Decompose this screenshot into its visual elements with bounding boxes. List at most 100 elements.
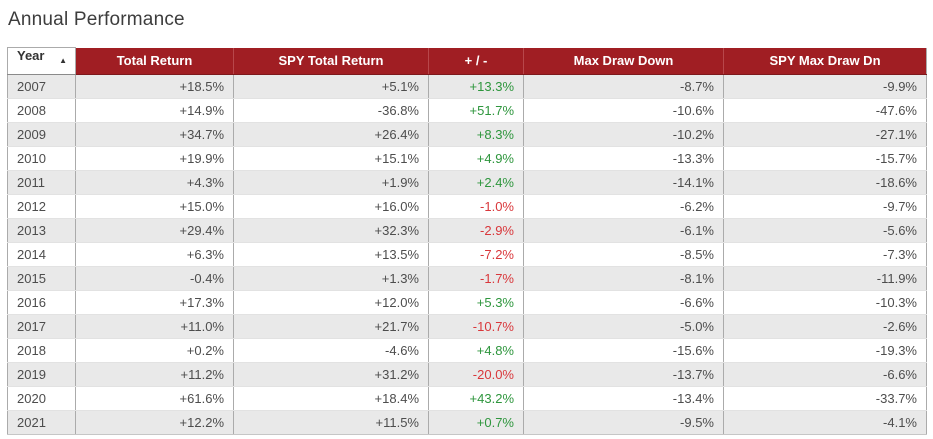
spy-max-draw-dn-cell: -4.1% xyxy=(723,410,927,435)
year-cell: 2016 xyxy=(7,290,76,315)
year-cell: 2018 xyxy=(7,338,76,363)
sort-ascending-icon: ▲ xyxy=(59,56,67,65)
spy-total-return-cell: +11.5% xyxy=(233,410,429,435)
max-draw-down-cell: -13.4% xyxy=(523,386,724,411)
column-header-year[interactable]: Year ▲ xyxy=(7,47,76,75)
plus-minus-cell: +43.2% xyxy=(428,386,524,411)
table-row: 2008 +14.9% -36.8% +51.7% -10.6% -47.6% xyxy=(7,98,927,123)
table-row: 2019 +11.2% +31.2% -20.0% -13.7% -6.6% xyxy=(7,362,927,387)
total-return-cell: +17.3% xyxy=(75,290,234,315)
spy-total-return-cell: +18.4% xyxy=(233,386,429,411)
table-row: 2007 +18.5% +5.1% +13.3% -8.7% -9.9% xyxy=(7,74,927,99)
year-cell: 2012 xyxy=(7,194,76,219)
plus-minus-cell: +0.7% xyxy=(428,410,524,435)
spy-max-draw-dn-cell: -9.7% xyxy=(723,194,927,219)
total-return-cell: +34.7% xyxy=(75,122,234,147)
plus-minus-cell: -7.2% xyxy=(428,242,524,267)
year-cell: 2014 xyxy=(7,242,76,267)
spy-max-draw-dn-cell: -5.6% xyxy=(723,218,927,243)
total-return-cell: +4.3% xyxy=(75,170,234,195)
column-header-spy-total-return[interactable]: SPY Total Return xyxy=(233,47,429,75)
spy-total-return-cell: +5.1% xyxy=(233,74,429,99)
year-cell: 2010 xyxy=(7,146,76,171)
table-row: 2009 +34.7% +26.4% +8.3% -10.2% -27.1% xyxy=(7,122,927,147)
spy-total-return-cell: +31.2% xyxy=(233,362,429,387)
spy-total-return-cell: -36.8% xyxy=(233,98,429,123)
column-header-plus-minus[interactable]: + / - xyxy=(428,47,524,75)
plus-minus-cell: -1.7% xyxy=(428,266,524,291)
spy-max-draw-dn-cell: -6.6% xyxy=(723,362,927,387)
total-return-cell: +61.6% xyxy=(75,386,234,411)
year-cell: 2013 xyxy=(7,218,76,243)
plus-minus-cell: +8.3% xyxy=(428,122,524,147)
table-row: 2014 +6.3% +13.5% -7.2% -8.5% -7.3% xyxy=(7,242,927,267)
plus-minus-cell: +4.9% xyxy=(428,146,524,171)
table-row: 2013 +29.4% +32.3% -2.9% -6.1% -5.6% xyxy=(7,218,927,243)
table-row: 2011 +4.3% +1.9% +2.4% -14.1% -18.6% xyxy=(7,170,927,195)
spy-max-draw-dn-cell: -19.3% xyxy=(723,338,927,363)
total-return-cell: +12.2% xyxy=(75,410,234,435)
total-return-cell: +6.3% xyxy=(75,242,234,267)
max-draw-down-cell: -9.5% xyxy=(523,410,724,435)
table-row: 2018 +0.2% -4.6% +4.8% -15.6% -19.3% xyxy=(7,338,927,363)
spy-total-return-cell: +26.4% xyxy=(233,122,429,147)
plus-minus-cell: -1.0% xyxy=(428,194,524,219)
table-row: 2016 +17.3% +12.0% +5.3% -6.6% -10.3% xyxy=(7,290,927,315)
year-cell: 2021 xyxy=(7,410,76,435)
plus-minus-cell: -2.9% xyxy=(428,218,524,243)
spy-max-draw-dn-cell: -18.6% xyxy=(723,170,927,195)
total-return-cell: +19.9% xyxy=(75,146,234,171)
spy-total-return-cell: +16.0% xyxy=(233,194,429,219)
table-row: 2017 +11.0% +21.7% -10.7% -5.0% -2.6% xyxy=(7,314,927,339)
max-draw-down-cell: -5.0% xyxy=(523,314,724,339)
table-row: 2012 +15.0% +16.0% -1.0% -6.2% -9.7% xyxy=(7,194,927,219)
max-draw-down-cell: -15.6% xyxy=(523,338,724,363)
year-cell: 2011 xyxy=(7,170,76,195)
spy-total-return-cell: +21.7% xyxy=(233,314,429,339)
spy-max-draw-dn-cell: -33.7% xyxy=(723,386,927,411)
total-return-cell: +11.2% xyxy=(75,362,234,387)
plus-minus-cell: -20.0% xyxy=(428,362,524,387)
plus-minus-cell: +2.4% xyxy=(428,170,524,195)
year-cell: 2015 xyxy=(7,266,76,291)
plus-minus-cell: +51.7% xyxy=(428,98,524,123)
max-draw-down-cell: -13.7% xyxy=(523,362,724,387)
column-header-year-label: Year xyxy=(17,48,45,64)
annual-performance-table: Year ▲ Total Return SPY Total Return + /… xyxy=(7,47,927,435)
max-draw-down-cell: -6.2% xyxy=(523,194,724,219)
table-row: 2015 -0.4% +1.3% -1.7% -8.1% -11.9% xyxy=(7,266,927,291)
spy-total-return-cell: +1.9% xyxy=(233,170,429,195)
spy-total-return-cell: -4.6% xyxy=(233,338,429,363)
table-row: 2021 +12.2% +11.5% +0.7% -9.5% -4.1% xyxy=(7,410,927,435)
total-return-cell: -0.4% xyxy=(75,266,234,291)
max-draw-down-cell: -10.2% xyxy=(523,122,724,147)
table-row: 2020 +61.6% +18.4% +43.2% -13.4% -33.7% xyxy=(7,386,927,411)
total-return-cell: +29.4% xyxy=(75,218,234,243)
column-header-total-return[interactable]: Total Return xyxy=(75,47,234,75)
spy-total-return-cell: +15.1% xyxy=(233,146,429,171)
year-cell: 2008 xyxy=(7,98,76,123)
max-draw-down-cell: -14.1% xyxy=(523,170,724,195)
year-cell: 2017 xyxy=(7,314,76,339)
spy-max-draw-dn-cell: -15.7% xyxy=(723,146,927,171)
total-return-cell: +18.5% xyxy=(75,74,234,99)
plus-minus-cell: +13.3% xyxy=(428,74,524,99)
max-draw-down-cell: -10.6% xyxy=(523,98,724,123)
max-draw-down-cell: -8.7% xyxy=(523,74,724,99)
total-return-cell: +11.0% xyxy=(75,314,234,339)
max-draw-down-cell: -13.3% xyxy=(523,146,724,171)
spy-total-return-cell: +32.3% xyxy=(233,218,429,243)
header-row: Year ▲ Total Return SPY Total Return + /… xyxy=(7,47,927,75)
plus-minus-cell: -10.7% xyxy=(428,314,524,339)
column-header-spy-max-draw-dn[interactable]: SPY Max Draw Dn xyxy=(723,47,927,75)
max-draw-down-cell: -8.1% xyxy=(523,266,724,291)
max-draw-down-cell: -8.5% xyxy=(523,242,724,267)
column-header-max-draw-down[interactable]: Max Draw Down xyxy=(523,47,724,75)
year-cell: 2020 xyxy=(7,386,76,411)
page-title: Annual Performance xyxy=(8,9,185,30)
spy-max-draw-dn-cell: -10.3% xyxy=(723,290,927,315)
total-return-cell: +0.2% xyxy=(75,338,234,363)
max-draw-down-cell: -6.6% xyxy=(523,290,724,315)
spy-total-return-cell: +1.3% xyxy=(233,266,429,291)
table-row: 2010 +19.9% +15.1% +4.9% -13.3% -15.7% xyxy=(7,146,927,171)
